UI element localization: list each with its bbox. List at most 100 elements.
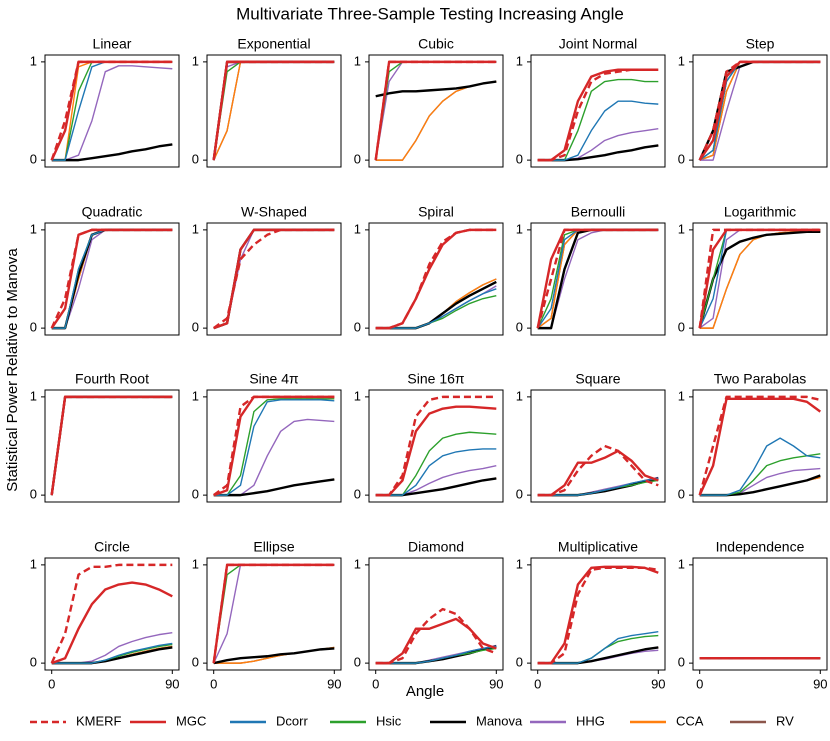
series-line [375,61,497,161]
series-line [375,288,497,329]
subplot-title: Two Parabolas [714,371,807,387]
plot-area [536,228,659,330]
axes-frame [530,557,666,671]
subplot-title: Square [575,371,620,387]
y-tick-label: 1 [678,221,685,236]
y-tick-label: 1 [516,556,523,571]
y-tick-label: 0 [192,655,199,670]
series-line [212,60,335,161]
subplot-title: W-Shaped [241,204,307,220]
y-axis-label: Statistical Power Relative to Manova [4,248,21,492]
series-line [537,68,659,162]
x-tick-label: 0 [534,676,541,691]
series-line [537,630,659,664]
y-tick-label: 0 [30,655,37,670]
series-line [50,395,173,496]
series-line [375,80,497,98]
series-line [375,448,497,496]
y-tick-label: 1 [192,53,199,68]
y-tick-label: 0 [516,152,523,167]
legend-label: CCA [676,713,704,728]
series-line [212,395,335,497]
axes-frame [206,389,342,503]
subplot-title: Quadratic [82,204,143,220]
y-tick-label: 0 [516,487,523,502]
plot-area [698,60,821,161]
series-line [537,444,659,497]
series-line [213,61,335,161]
subplot-title: Linear [93,36,132,52]
series-line [698,228,821,329]
series-line [50,60,173,161]
axes-frame [368,222,504,336]
y-tick-label: 0 [516,320,523,335]
x-tick-label: 0 [696,676,703,691]
subplot-title: Multiplicative [558,539,638,555]
series-line [213,229,335,329]
y-tick-label: 0 [516,655,523,670]
plot-area [537,444,659,497]
axes-frame [692,557,828,671]
subplot: Exponential 0 1 [192,36,342,168]
subplot: Multiplicative 0 1 0 90 [516,539,666,692]
series-line [213,229,335,329]
series-line [375,431,497,496]
y-tick-label: 1 [192,221,199,236]
plot-area [375,228,497,330]
axes-frame [44,222,180,336]
subplot: Cubic 0 1 [354,36,504,168]
subplot: Independence 0 1 0 90 [678,539,828,692]
y-tick-label: 1 [516,221,523,236]
y-tick-label: 1 [30,556,37,571]
legend-label: HHG [576,713,605,728]
x-tick-label: 0 [372,676,379,691]
subplot: Spiral 0 1 [354,204,504,336]
axes-frame [368,54,504,168]
subplot-title: Independence [716,539,805,555]
series-line [213,61,335,161]
series-line [213,478,335,497]
y-tick-label: 0 [354,152,361,167]
legend-label: Dcorr [276,713,308,728]
y-tick-label: 0 [30,320,37,335]
series-line [537,477,659,496]
series-line [375,645,497,664]
plot-area [50,395,173,496]
series-line [213,399,335,496]
plot-area [212,60,335,161]
subplot-title: Circle [94,539,130,555]
x-tick-label: 0 [210,676,217,691]
series-line [537,100,659,161]
subplot: Sine 4π 0 1 [192,371,342,503]
axes-frame [692,222,828,336]
subplot: Linear 0 1 [30,36,180,168]
series-line [51,642,173,664]
subplot: Bernoulli 0 1 [516,204,666,336]
axes-frame [44,557,180,671]
series-line [51,396,173,496]
plot-area [212,563,335,665]
series-line [699,437,821,496]
series-line [375,61,497,161]
series-line [51,396,173,496]
subplot: Square 0 1 [516,371,666,503]
series-line [375,61,497,161]
y-tick-label: 1 [354,556,361,571]
y-tick-label: 0 [678,152,685,167]
subplot-title: Sine 4π [249,371,299,387]
series-line [212,228,335,330]
axes-frame [692,389,828,503]
x-tick-label: 90 [165,676,179,691]
series-line [50,395,173,496]
series-line [212,60,335,161]
x-tick-label: 90 [327,676,341,691]
axes-frame [44,389,180,503]
subplot: W-Shaped 0 1 [192,204,342,336]
y-tick-label: 1 [192,388,199,403]
subplot: Fourth Root 0 1 [30,371,180,503]
subplot-title: Bernoulli [571,204,625,220]
subplot: Joint Normal 0 1 [516,36,666,168]
y-tick-label: 1 [354,53,361,68]
y-tick-label: 0 [30,487,37,502]
